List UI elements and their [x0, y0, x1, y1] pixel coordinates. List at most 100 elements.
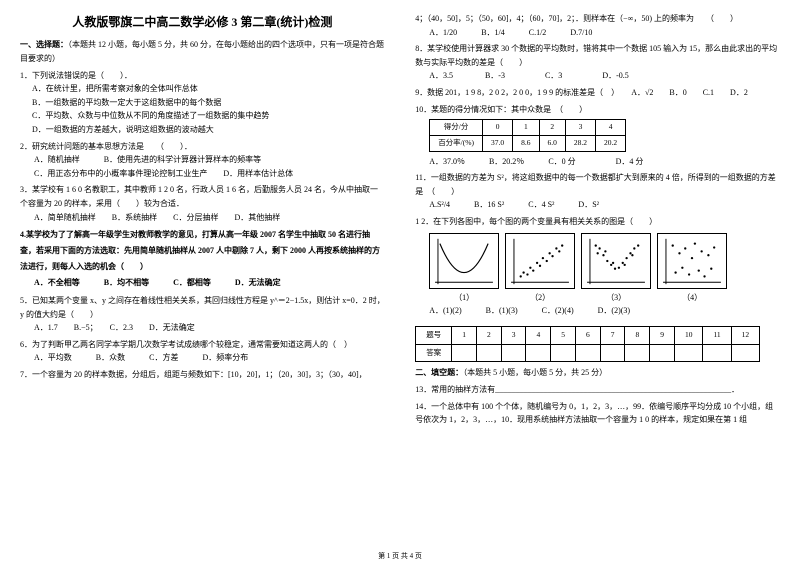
lbl1: （1） — [429, 291, 499, 305]
q8-B: B．-3 — [485, 71, 505, 80]
th0: 得分/分 — [430, 120, 483, 136]
q9-B: B．0 — [669, 88, 686, 97]
q11-B: B．16 S² — [474, 200, 504, 209]
q3: 3．某学校有 1 6 0 名教职工，其中教师 1 2 0 名，行政人员 1 6 … — [20, 183, 385, 224]
section2-desc: （本题共 5 小题，每小题 5 分，共 25 分） — [463, 368, 607, 377]
scatter-charts — [429, 233, 780, 289]
q7-B: B．1/4 — [481, 28, 505, 37]
r2: 8.6 — [513, 135, 539, 151]
q2-B: B．使用先进的科学计算器计算样本的频率等 — [104, 155, 261, 164]
q9-D: D．2 — [730, 88, 748, 97]
q6-stem: 6．为了判断甲乙两名同学本学期几次数学考试成绩哪个较稳定，通常需要知道这两人的（… — [20, 338, 385, 352]
q8-stem: 8．某学校使用计算器求 30 个数据的平均数时，错将其中一个数据 105 输入为… — [415, 42, 780, 69]
q12: 1 2．在下列各图中，每个图的两个变量具有相关关系的图是（ ） （1） （2） … — [415, 215, 780, 318]
q12-C: C．(2)(4) — [542, 306, 574, 315]
th3: 2 — [539, 120, 565, 136]
q3-B: B．系统抽样 — [112, 213, 157, 222]
q5-stem: 5．已知某两个变量 x、y 之间存在着线性相关关系，其回归线性方程是 y^＝2−… — [20, 294, 385, 321]
q1-A: A．在统计里，把所需考察对象的全体叫作总体 — [20, 82, 385, 96]
q1-B: B．一组数据的平均数一定大于这组数据中的每个数据 — [20, 96, 385, 110]
q9-A: A．√2 — [631, 88, 653, 97]
at-ans: 答案 — [416, 344, 452, 362]
q13: 13．常用的抽样方法有_____________________________… — [415, 383, 780, 397]
q2: 2．研究统计问题的基本思想方法是 （ ）． A．随机抽样 B．使用先进的科学计算… — [20, 140, 385, 181]
q7-C: C.1/2 — [529, 28, 547, 37]
q4-B: B．均不相等 — [104, 278, 149, 287]
q9-C: C.1 — [703, 88, 714, 97]
page-footer: 第 1 页 共 4 页 — [0, 551, 800, 561]
q4-C: C．都相等 — [173, 278, 211, 287]
q12-A: A．(1)(2) — [429, 306, 461, 315]
q11-A: A.S²/4 — [429, 200, 450, 209]
q10-C: C．0 分 — [548, 157, 575, 166]
q6-D: D．频率分布 — [202, 353, 248, 362]
chart-4 — [657, 233, 727, 289]
r0: 百分率/(%) — [430, 135, 483, 151]
q11-D: D．S² — [578, 200, 599, 209]
left-column: 人教版鄂旗二中高二数学必修 3 第二章(统计)检测 一、选择题：（本题共 12 … — [20, 12, 385, 557]
th4: 3 — [565, 120, 595, 136]
q6-C: C．方差 — [149, 353, 178, 362]
q8-A: A．3.5 — [429, 71, 453, 80]
q10-table: 得分/分 0 1 2 3 4 百分率/(%) 37.0 8.6 6.0 28.2… — [429, 119, 626, 152]
q12-stem: 1 2．在下列各图中，每个图的两个变量具有相关关系的图是（ ） — [415, 215, 780, 229]
q5: 5．已知某两个变量 x、y 之间存在着线性相关关系，其回归线性方程是 y^＝2−… — [20, 294, 385, 335]
q11-stem: 11．一组数据的方差为 S²，将这组数据中的每一个数据都扩大到原来的 4 倍，所… — [415, 171, 780, 198]
lbl3: （3） — [581, 291, 651, 305]
q1-C: C．平均数、众数与中位数从不同的角度描述了一组数据的集中趋势 — [20, 109, 385, 123]
r3: 6.0 — [539, 135, 565, 151]
q5-C: C．2.3 — [110, 323, 133, 332]
th5: 4 — [596, 120, 626, 136]
q4: 4.某学校为了了解高一年级学生对教师教学的意见，打算从高一年级 2007 名学生… — [20, 227, 385, 291]
lbl2: （2） — [505, 291, 575, 305]
q3-stem: 3．某学校有 1 6 0 名教职工，其中教师 1 2 0 名，行政人员 1 6 … — [20, 183, 385, 210]
lbl4: （4） — [657, 291, 727, 305]
q6: 6．为了判断甲乙两名同学本学期几次数学考试成绩哪个较稳定，通常需要知道这两人的（… — [20, 338, 385, 365]
q1-D: D．一组数据的方差越大，说明这组数据的波动越大 — [20, 123, 385, 137]
q10-A: A．37.0％ — [429, 157, 465, 166]
q2-stem: 2．研究统计问题的基本思想方法是 （ ）． — [20, 140, 385, 154]
q1: 1．下列说法错误的是（ ）． A．在统计里，把所需考察对象的全体叫作总体 B．一… — [20, 69, 385, 137]
th2: 1 — [513, 120, 539, 136]
q7-D: D.7/10 — [570, 28, 592, 37]
section1: 一、选择题：（本题共 12 小题，每小题 5 分，共 60 分，在每小题给出的四… — [20, 38, 385, 65]
q8-C: C．3 — [545, 71, 562, 80]
chart-3 — [581, 233, 651, 289]
q12-B: B．(1)(3) — [486, 306, 518, 315]
section1-head: 一、选择题： — [20, 40, 68, 49]
section2-head: 二、填空题： — [415, 368, 463, 377]
th1: 0 — [483, 120, 513, 136]
q9: 9．数据 201，1 9 8，2 0 2，2 0 0，1 9 9 的标准差是（ … — [415, 86, 780, 100]
r4: 28.2 — [565, 135, 595, 151]
q9-stem: 9．数据 201，1 9 8，2 0 2，2 0 0，1 9 9 的标准差是（ … — [415, 88, 615, 97]
q10-stem: 10．某题的得分情况如下：其中众数是 （ ） — [415, 103, 780, 117]
r1: 37.0 — [483, 135, 513, 151]
q7-A: A．1/20 — [429, 28, 457, 37]
q7-right: 4；（40，50]，5；（50，60]，4；（60，70]，2；．则样本在（−∞… — [415, 12, 780, 26]
chart-2 — [505, 233, 575, 289]
r5: 20.2 — [596, 135, 626, 151]
q10: 10．某题的得分情况如下：其中众数是 （ ） 得分/分 0 1 2 3 4 百分… — [415, 103, 780, 169]
q2-A: A．随机抽样 — [34, 155, 80, 164]
q4-stem: 4.某学校为了了解高一年级学生对教师教学的意见，打算从高一年级 2007 名学生… — [20, 227, 385, 275]
q14: 14．一个总体中有 100 个个体，随机编号为 0，1，2，3，…，99．依编号… — [415, 400, 780, 427]
q10-D: D．4 分 — [616, 157, 644, 166]
q3-A: A．简单随机抽样 — [34, 213, 96, 222]
q5-B: B.−5； — [74, 323, 94, 332]
chart-1 — [429, 233, 499, 289]
page-title: 人教版鄂旗二中高二数学必修 3 第二章(统计)检测 — [20, 12, 385, 32]
q8-D: D．-0.5 — [602, 71, 628, 80]
q6-A: A．平均数 — [34, 353, 72, 362]
q3-D: D．其他抽样 — [234, 213, 280, 222]
answer-table: 题号 123456789101112 答案 — [415, 326, 760, 363]
q12-D: D．(2)(3) — [598, 306, 630, 315]
q3-C: C．分层抽样 — [173, 213, 218, 222]
q5-A: A．1.7 — [34, 323, 58, 332]
q4-D: D．无法确定 — [235, 278, 281, 287]
section1-desc: （本题共 12 小题，每小题 5 分，共 60 分，在每小题给出的四个选项中，只… — [20, 40, 384, 63]
q11: 11．一组数据的方差为 S²，将这组数据中的每一个数据都扩大到原来的 4 倍，所… — [415, 171, 780, 212]
q10-B: B．20.2％ — [489, 157, 524, 166]
q4-A: A．不全相等 — [34, 278, 80, 287]
q8: 8．某学校使用计算器求 30 个数据的平均数时，错将其中一个数据 105 输入为… — [415, 42, 780, 83]
q6-B: B．众数 — [96, 353, 125, 362]
